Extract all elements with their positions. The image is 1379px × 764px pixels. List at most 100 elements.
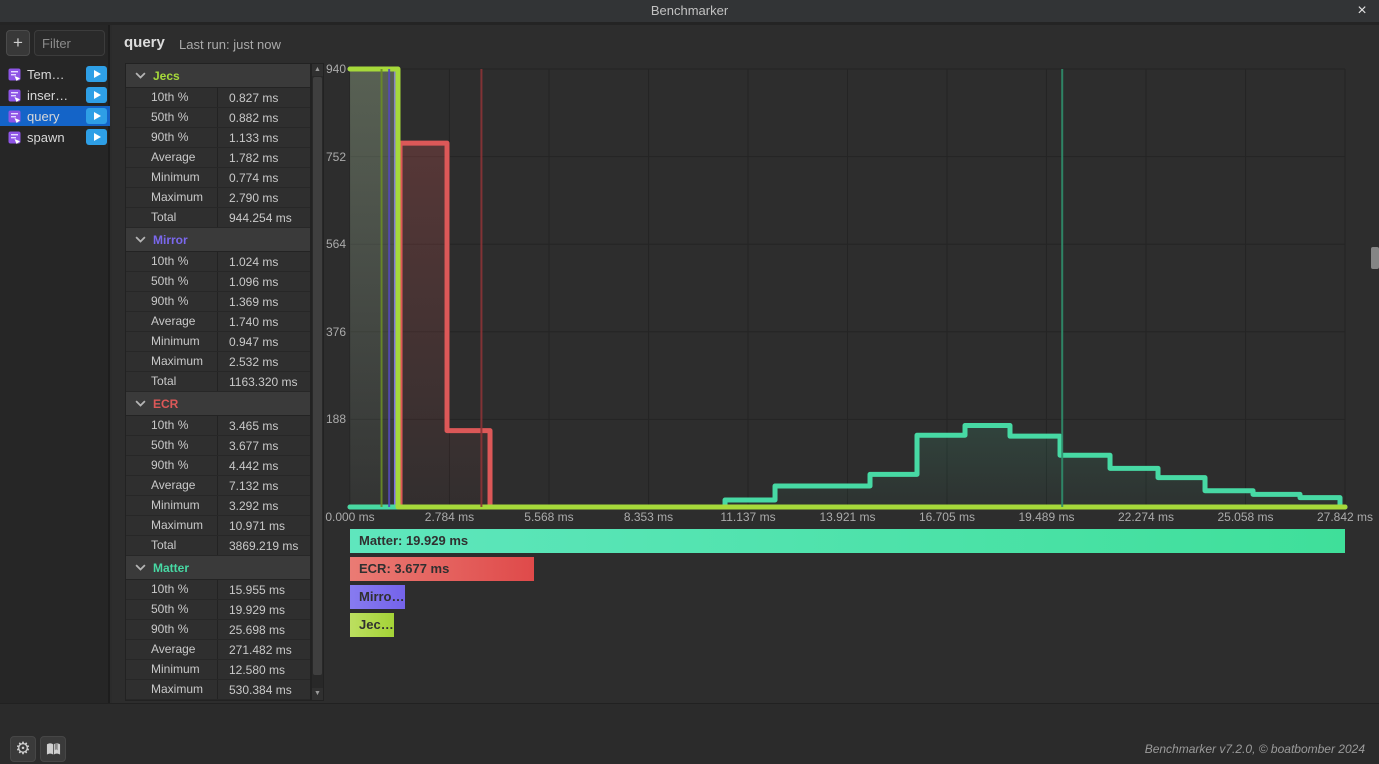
sidebar-item-insert[interactable]: inser… bbox=[0, 85, 110, 105]
page-title: query bbox=[124, 34, 165, 51]
stat-row: Maximum 2.532 ms bbox=[126, 352, 310, 372]
benchmark-list: Tem… inser… query spawn bbox=[0, 64, 110, 148]
stat-row: 90th % 1.133 ms bbox=[126, 128, 310, 148]
play-icon bbox=[94, 133, 101, 141]
sidebar-item-label: inser… bbox=[27, 87, 69, 103]
book-icon bbox=[46, 742, 60, 755]
legend-bar-mirror: Mirro… bbox=[350, 585, 405, 609]
stat-section-header-jecs[interactable]: Jecs bbox=[126, 64, 310, 88]
legend-bar-matter: Matter: 19.929 ms bbox=[350, 529, 1345, 553]
stat-section-name: Matter bbox=[153, 560, 190, 575]
stat-section-header-ecr[interactable]: ECR bbox=[126, 392, 310, 416]
y-tick-label: 188 bbox=[325, 412, 346, 427]
stat-row: Minimum 3.292 ms bbox=[126, 496, 310, 516]
stat-row: 50th % 3.677 ms bbox=[126, 436, 310, 456]
bottombar: ⚙ Benchmarker v7.2.0, © boatbomber 2024 bbox=[0, 703, 1379, 764]
run-benchmark-button[interactable] bbox=[86, 129, 107, 145]
close-icon[interactable]: × bbox=[1357, 2, 1367, 19]
chart-plot[interactable] bbox=[347, 66, 1348, 510]
x-tick-label: 19.489 ms bbox=[1018, 510, 1075, 524]
legend-bar-ecr: ECR: 3.677 ms bbox=[350, 557, 534, 581]
stat-row: 50th % 19.929 ms bbox=[126, 600, 310, 620]
x-tick-label: 27.842 ms bbox=[1316, 510, 1374, 524]
stat-row: 10th % 3.465 ms bbox=[126, 416, 310, 436]
run-benchmark-button[interactable] bbox=[86, 108, 107, 124]
x-tick-label: 22.274 ms bbox=[1117, 510, 1175, 524]
stat-row: Maximum 530.384 ms bbox=[126, 680, 310, 700]
x-tick-label: 11.137 ms bbox=[720, 510, 776, 524]
stat-section-name: ECR bbox=[153, 396, 179, 411]
stat-row: 50th % 0.882 ms bbox=[126, 108, 310, 128]
legend-bar-jecs: Jec… bbox=[350, 613, 394, 637]
sidebar-item-label: spawn bbox=[27, 129, 65, 145]
scrollbar-thumb[interactable] bbox=[313, 77, 322, 675]
play-icon bbox=[94, 112, 101, 120]
stat-row: Average 271.482 ms bbox=[126, 640, 310, 660]
play-icon bbox=[94, 91, 101, 99]
stat-row: Average 7.132 ms bbox=[126, 476, 310, 496]
sidebar-item-tem[interactable]: Tem… bbox=[0, 64, 110, 84]
stat-row: Total 1163.320 ms bbox=[126, 372, 310, 392]
run-benchmark-button[interactable] bbox=[86, 66, 107, 82]
stat-row: 90th % 25.698 ms bbox=[126, 620, 310, 640]
x-tick-label: 16.705 ms bbox=[918, 510, 975, 524]
scroll-down-icon[interactable]: ▼ bbox=[312, 688, 323, 700]
stat-section-name: Mirror bbox=[153, 232, 188, 247]
script-icon bbox=[8, 110, 21, 123]
stat-row: Maximum 10.971 ms bbox=[126, 516, 310, 536]
y-tick-label: 564 bbox=[325, 237, 346, 252]
sidebar-item-query[interactable]: query bbox=[0, 106, 110, 126]
window-title: Benchmarker bbox=[650, 3, 729, 18]
stat-row: Average 1.782 ms bbox=[126, 148, 310, 168]
stat-row: Total 944.254 ms bbox=[126, 208, 310, 228]
sidebar-item-label: Tem… bbox=[27, 66, 65, 82]
stat-row: Minimum 12.580 ms bbox=[126, 660, 310, 680]
titlebar: Benchmarker × bbox=[0, 0, 1379, 25]
sidebar-item-spawn[interactable]: spawn bbox=[0, 127, 110, 147]
stats-scrollbar[interactable]: ▲ ▼ bbox=[311, 63, 324, 701]
stats-panel: Jecs 10th % 0.827 ms 50th % 0.882 ms 90th … bbox=[125, 63, 311, 701]
run-benchmark-button[interactable] bbox=[86, 87, 107, 103]
last-run-status: Last run: just now bbox=[179, 37, 281, 52]
stat-row: Minimum 0.947 ms bbox=[126, 332, 310, 352]
y-tick-label: 940 bbox=[325, 62, 346, 76]
add-benchmark-button[interactable]: + bbox=[6, 30, 30, 56]
x-tick-label: 25.058 ms bbox=[1217, 510, 1274, 524]
stat-section-name: Jecs bbox=[153, 68, 180, 83]
stat-row: Total 3869.219 ms bbox=[126, 536, 310, 556]
x-tick-label: 0.000 ms bbox=[325, 510, 375, 524]
x-tick-label: 5.568 ms bbox=[524, 510, 574, 524]
script-icon bbox=[8, 131, 21, 144]
stat-row: Minimum 0.774 ms bbox=[126, 168, 310, 188]
window-edge-scrollbar-fragment bbox=[1371, 247, 1379, 269]
x-tick-label: 2.784 ms bbox=[424, 510, 475, 524]
play-icon bbox=[94, 70, 101, 78]
stat-row: 10th % 0.827 ms bbox=[126, 88, 310, 108]
stat-row: Average 1.740 ms bbox=[126, 312, 310, 332]
sidebar-item-label: query bbox=[27, 108, 60, 124]
y-tick-label: 752 bbox=[325, 149, 346, 164]
docs-button[interactable] bbox=[40, 736, 66, 762]
script-icon bbox=[8, 68, 21, 81]
stat-section-header-mirror[interactable]: Mirror bbox=[126, 228, 310, 252]
chevron-down-icon bbox=[135, 400, 146, 407]
stat-row: 90th % 1.369 ms bbox=[126, 292, 310, 312]
filter-input[interactable] bbox=[34, 30, 105, 56]
stat-row: 50th % 1.096 ms bbox=[126, 272, 310, 292]
stat-section-header-matter[interactable]: Matter bbox=[126, 556, 310, 580]
version-text: Benchmarker v7.2.0, © boatbomber 2024 bbox=[1144, 742, 1365, 756]
y-tick-label: 376 bbox=[325, 324, 346, 339]
x-tick-label: 8.353 ms bbox=[623, 510, 674, 524]
stat-row: Maximum 2.790 ms bbox=[126, 188, 310, 208]
settings-button[interactable]: ⚙ bbox=[10, 736, 36, 762]
chevron-down-icon bbox=[135, 236, 146, 243]
chevron-down-icon bbox=[135, 72, 146, 79]
histogram-svg bbox=[347, 66, 1348, 510]
stat-row: 90th % 4.442 ms bbox=[126, 456, 310, 476]
sidebar: + Tem… inser… query spawn bbox=[0, 25, 110, 703]
chevron-down-icon bbox=[135, 564, 146, 571]
x-tick-label: 13.921 ms bbox=[819, 510, 876, 524]
scroll-up-icon[interactable]: ▲ bbox=[312, 64, 323, 76]
gear-icon: ⚙ bbox=[15, 739, 31, 758]
